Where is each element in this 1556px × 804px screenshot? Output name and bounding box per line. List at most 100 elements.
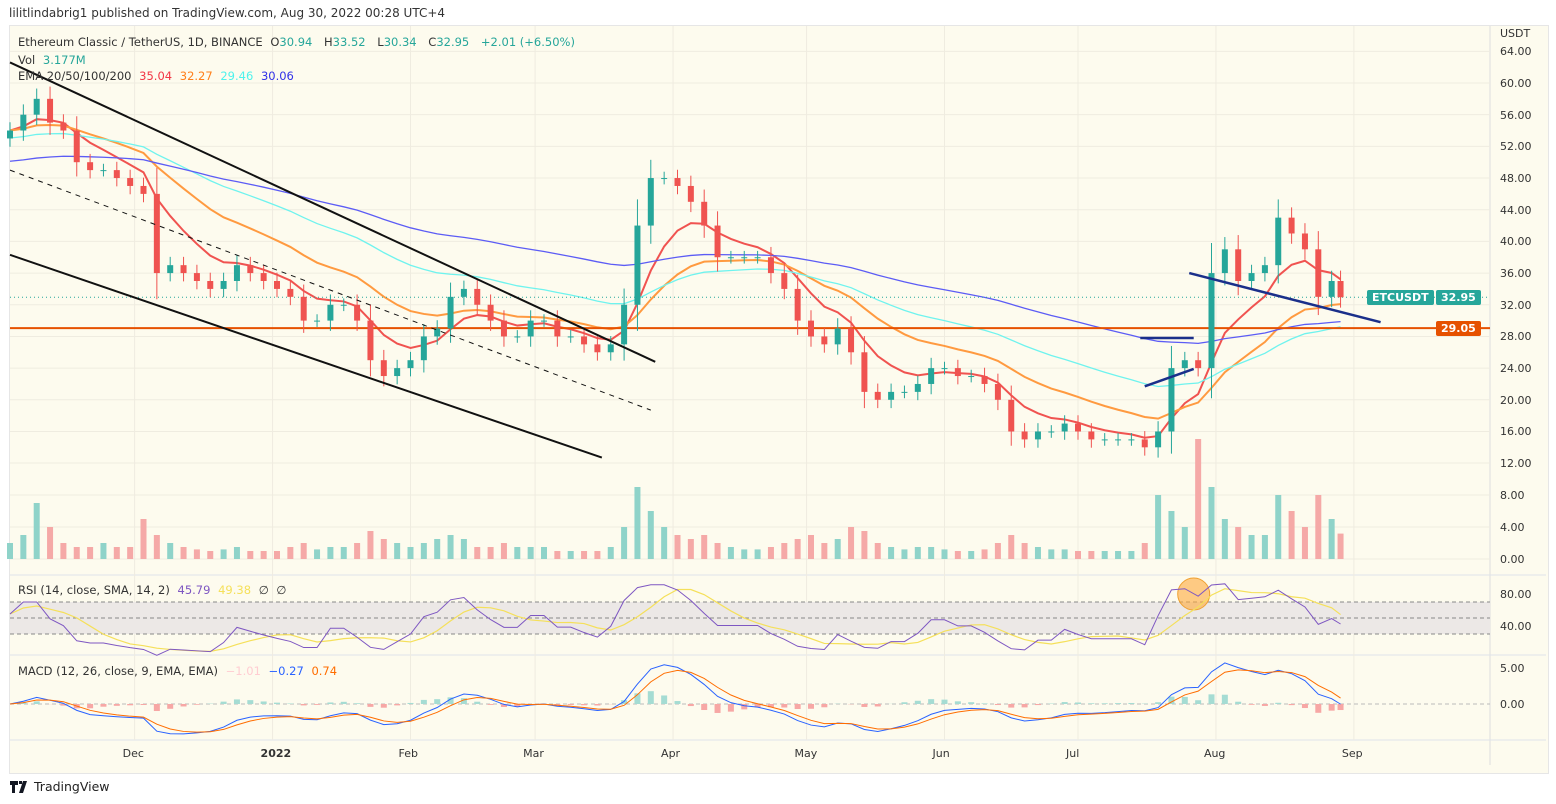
candle-body bbox=[1328, 281, 1335, 297]
macd-histogram-bar bbox=[621, 700, 628, 704]
publish-line: lilitlindabrig1 published on TradingView… bbox=[9, 6, 446, 20]
macd-histogram-bar bbox=[647, 691, 654, 704]
candle bbox=[808, 310, 814, 347]
candle-body bbox=[848, 328, 855, 353]
volume-bar bbox=[367, 531, 374, 559]
candle bbox=[260, 264, 267, 290]
candle bbox=[1301, 223, 1308, 260]
candle-body bbox=[100, 170, 107, 172]
candle bbox=[73, 116, 80, 177]
time-tick-label: Jul bbox=[1066, 747, 1080, 760]
candle-body bbox=[1208, 273, 1215, 369]
macd-histogram-bar bbox=[1288, 704, 1295, 706]
macd-histogram-bar bbox=[287, 703, 294, 704]
candle bbox=[487, 294, 494, 331]
macd-histogram-bar bbox=[1128, 702, 1135, 704]
macd-histogram-bar bbox=[420, 699, 427, 704]
candle bbox=[300, 284, 307, 333]
volume-bar bbox=[113, 547, 120, 559]
volume-bar bbox=[928, 547, 935, 559]
candle bbox=[821, 328, 828, 353]
volume-bar bbox=[1075, 551, 1081, 559]
rsi-ma-value: 49.38 bbox=[218, 583, 252, 597]
candle-body bbox=[247, 265, 254, 274]
candle-body bbox=[140, 185, 147, 194]
symbol-tag: ETCUSDT bbox=[1367, 290, 1434, 305]
macd-histogram-bar bbox=[914, 700, 921, 704]
rsi-tick-label: 40.00 bbox=[1500, 620, 1532, 633]
candle bbox=[407, 351, 414, 377]
volume-bar bbox=[447, 535, 454, 559]
candle bbox=[794, 274, 801, 335]
macd-histogram-bar bbox=[808, 704, 814, 709]
volume-bar bbox=[407, 547, 414, 559]
volume-bar bbox=[260, 551, 267, 559]
candle bbox=[1328, 270, 1335, 308]
candle bbox=[153, 167, 160, 300]
macd-histogram-bar bbox=[1235, 701, 1242, 704]
macd-histogram-bar bbox=[727, 704, 734, 712]
candle-body bbox=[314, 320, 321, 322]
price-tick-label: 24.00 bbox=[1500, 362, 1532, 376]
volume-bar bbox=[1261, 535, 1268, 559]
volume-bar bbox=[180, 547, 187, 559]
volume-bar bbox=[1301, 527, 1308, 559]
candle bbox=[634, 199, 641, 331]
candle-body bbox=[260, 273, 267, 281]
macd-histogram-bar bbox=[1328, 704, 1335, 711]
candle-body bbox=[1261, 265, 1268, 274]
macd-histogram-bar bbox=[140, 704, 147, 705]
candle-body bbox=[47, 98, 54, 123]
candle-body bbox=[754, 257, 761, 259]
candle-body bbox=[1008, 399, 1015, 432]
volume-bar bbox=[661, 527, 668, 559]
price-tick-label: 52.00 bbox=[1500, 140, 1532, 154]
volume-bar bbox=[1195, 439, 1202, 559]
tradingview-logo[interactable]: TradingView bbox=[10, 779, 110, 794]
candle-body bbox=[701, 201, 708, 226]
trendline bbox=[1188, 271, 1381, 324]
candle bbox=[87, 153, 94, 179]
volume-bar bbox=[687, 539, 694, 559]
macd-histogram-bar bbox=[367, 704, 374, 707]
price-tick-label: 4.00 bbox=[1500, 521, 1525, 534]
macd-histogram-bar bbox=[127, 704, 134, 706]
candle bbox=[928, 357, 935, 395]
candle bbox=[367, 304, 374, 377]
candle-body bbox=[1048, 431, 1055, 433]
candle bbox=[581, 328, 588, 353]
candle bbox=[834, 318, 841, 355]
candle bbox=[1155, 421, 1162, 458]
volume-bar bbox=[274, 551, 280, 559]
macd-histogram-bar bbox=[594, 704, 601, 706]
macd-histogram-bar bbox=[701, 704, 708, 711]
candle bbox=[340, 298, 347, 312]
volume-bar bbox=[1088, 551, 1095, 559]
candle bbox=[1008, 385, 1015, 446]
volume-bar bbox=[434, 539, 441, 559]
candle bbox=[127, 169, 134, 195]
volume-bar bbox=[1021, 543, 1028, 559]
candle bbox=[514, 330, 521, 343]
candle-body bbox=[794, 288, 801, 321]
macd-histogram-bar bbox=[314, 704, 321, 705]
volume-bar bbox=[7, 543, 13, 559]
candle bbox=[888, 383, 895, 409]
macd-histogram-bar bbox=[394, 704, 401, 706]
volume-bar bbox=[1337, 533, 1344, 559]
candle-body bbox=[527, 320, 534, 337]
volume-bar bbox=[848, 527, 855, 559]
candle-body bbox=[741, 257, 748, 259]
macd-histogram-bar bbox=[153, 704, 160, 712]
ema20-value: 35.04 bbox=[139, 69, 173, 83]
candle-body bbox=[1155, 431, 1162, 448]
candle bbox=[754, 250, 761, 264]
volume-bar bbox=[1048, 549, 1055, 559]
low-value: 30.34 bbox=[383, 35, 417, 49]
candle-body bbox=[207, 281, 214, 289]
macd-legend: MACD (12, 26, close, 9, EMA, EMA) −1.01 … bbox=[18, 664, 341, 678]
candle-body bbox=[1221, 249, 1228, 274]
candle bbox=[460, 280, 467, 306]
candle-body bbox=[354, 304, 361, 321]
